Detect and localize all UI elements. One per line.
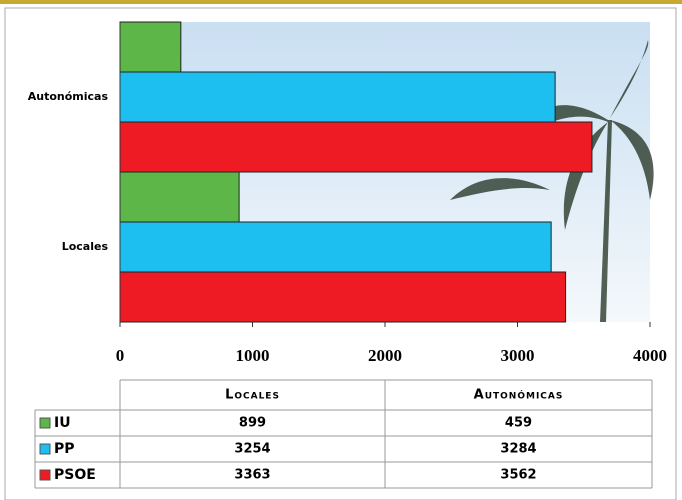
x-tick-label: 1000 [236,346,270,365]
chart: Locales Autonómicas 0 1000 2000 3000 4000 Local… [0,0,682,500]
table-cell: 3254 [234,442,270,457]
category-label: Autonómicas [28,90,109,103]
table-header: Locales [225,388,280,403]
legend-label: PP [54,441,75,457]
bar [120,22,181,72]
x-tick-label: 0 [116,346,125,365]
bar [120,172,239,222]
legend-label: PSOE [54,467,96,483]
legend-swatch [40,470,50,480]
table-cell: 3284 [500,442,536,457]
legend-swatch [40,418,50,428]
x-tick-label: 2000 [368,346,402,365]
table-cell: 3562 [500,468,536,483]
bar [120,122,592,172]
x-tick-label: 3000 [501,346,535,365]
table-header: Autonómicas [474,388,564,403]
table-cell: 3363 [234,468,270,483]
category-label: Locales [62,240,109,253]
bar [120,72,555,122]
table-cell: 899 [239,416,266,431]
bar [120,222,551,272]
legend-swatch [40,444,50,454]
bar [120,272,566,322]
table-cell: 459 [505,416,532,431]
legend-label: IU [54,415,71,431]
x-tick-label: 4000 [633,346,667,365]
